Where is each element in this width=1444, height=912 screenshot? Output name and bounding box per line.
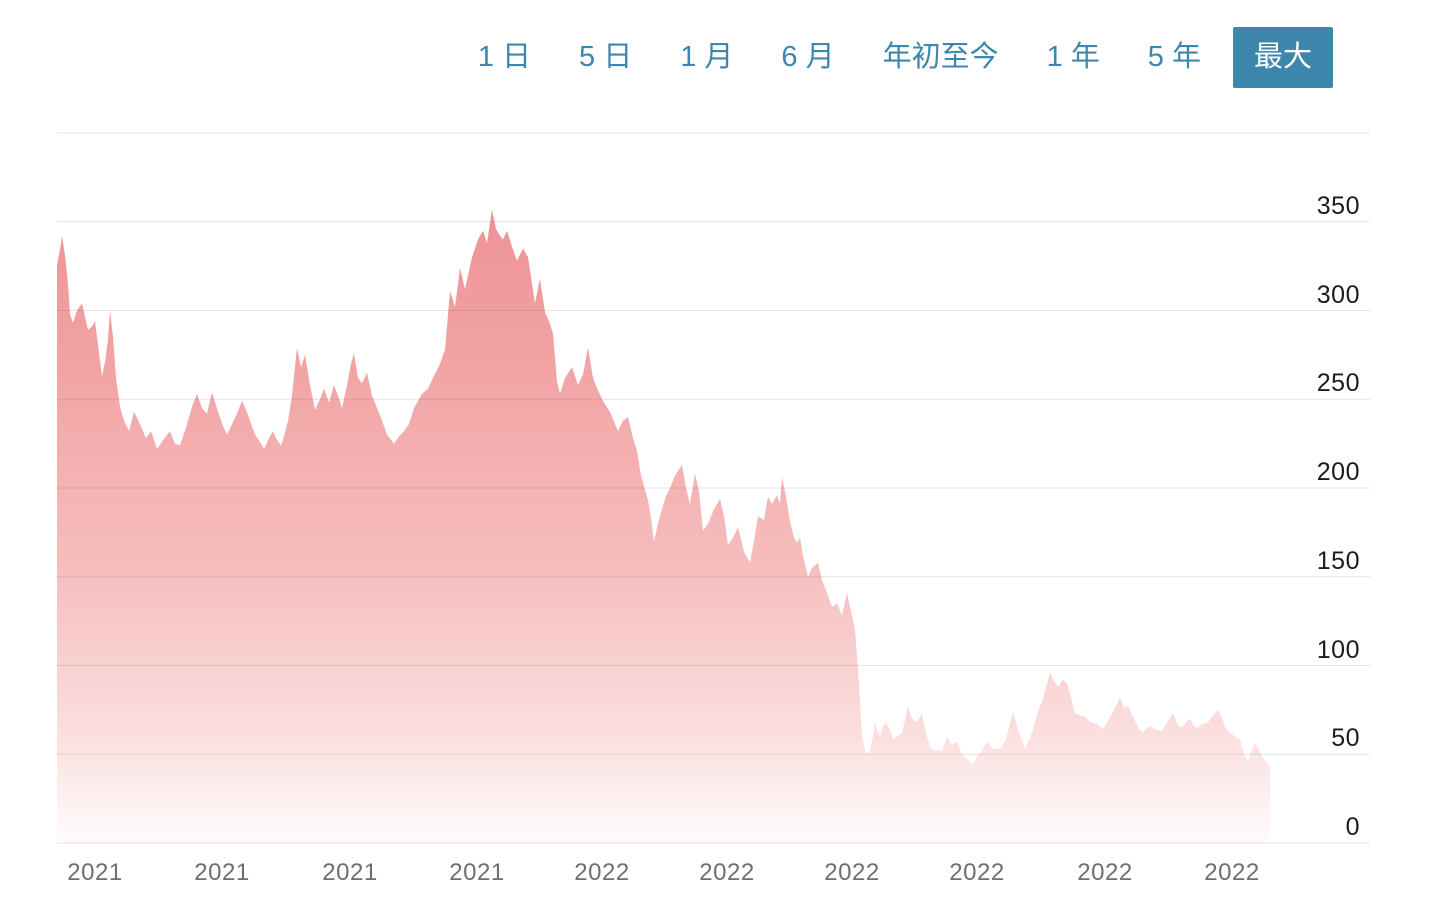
- x-axis-label: 2022: [1077, 859, 1133, 886]
- y-axis-label: 100: [1316, 636, 1360, 664]
- y-axis-label: 50: [1331, 724, 1360, 752]
- y-axis-label: 250: [1316, 369, 1360, 397]
- price-area-series: [57, 209, 1270, 844]
- x-axis-label: 2022: [699, 859, 755, 886]
- range-tab-1y[interactable]: 1 年: [1046, 41, 1100, 73]
- time-range-tabbar: 1 日 5 日 1 月 6 月 年初至今 1 年 5 年最大: [478, 27, 1333, 88]
- range-tab-5y[interactable]: 5 年: [1147, 41, 1201, 73]
- x-axis-label: 2021: [322, 859, 378, 886]
- range-tab-6m[interactable]: 6 月: [781, 41, 835, 73]
- x-axis-label: 2021: [449, 859, 505, 886]
- x-axis-label: 2022: [824, 859, 880, 886]
- range-tab-5d[interactable]: 5 日: [579, 41, 633, 73]
- x-axis-label: 2021: [67, 859, 123, 886]
- x-axis-label: 2022: [949, 859, 1005, 886]
- y-axis-label: 300: [1316, 281, 1360, 309]
- range-tab-1d[interactable]: 1 日: [477, 41, 532, 73]
- y-axis-label: 0: [1345, 813, 1360, 841]
- range-tab-1m[interactable]: 1 月: [680, 41, 734, 73]
- y-axis-label: 200: [1316, 458, 1360, 486]
- x-axis-label: 2021: [194, 859, 250, 886]
- x-axis-label: 2022: [1204, 859, 1260, 886]
- y-axis-label: 350: [1316, 192, 1360, 220]
- gridlines: [57, 132, 1370, 844]
- range-tab-max[interactable]: 最大: [1232, 27, 1333, 88]
- y-axis-label: 150: [1316, 547, 1360, 575]
- range-tab-ytd[interactable]: 年初至今: [882, 41, 999, 73]
- x-axis-label: 2022: [574, 859, 630, 886]
